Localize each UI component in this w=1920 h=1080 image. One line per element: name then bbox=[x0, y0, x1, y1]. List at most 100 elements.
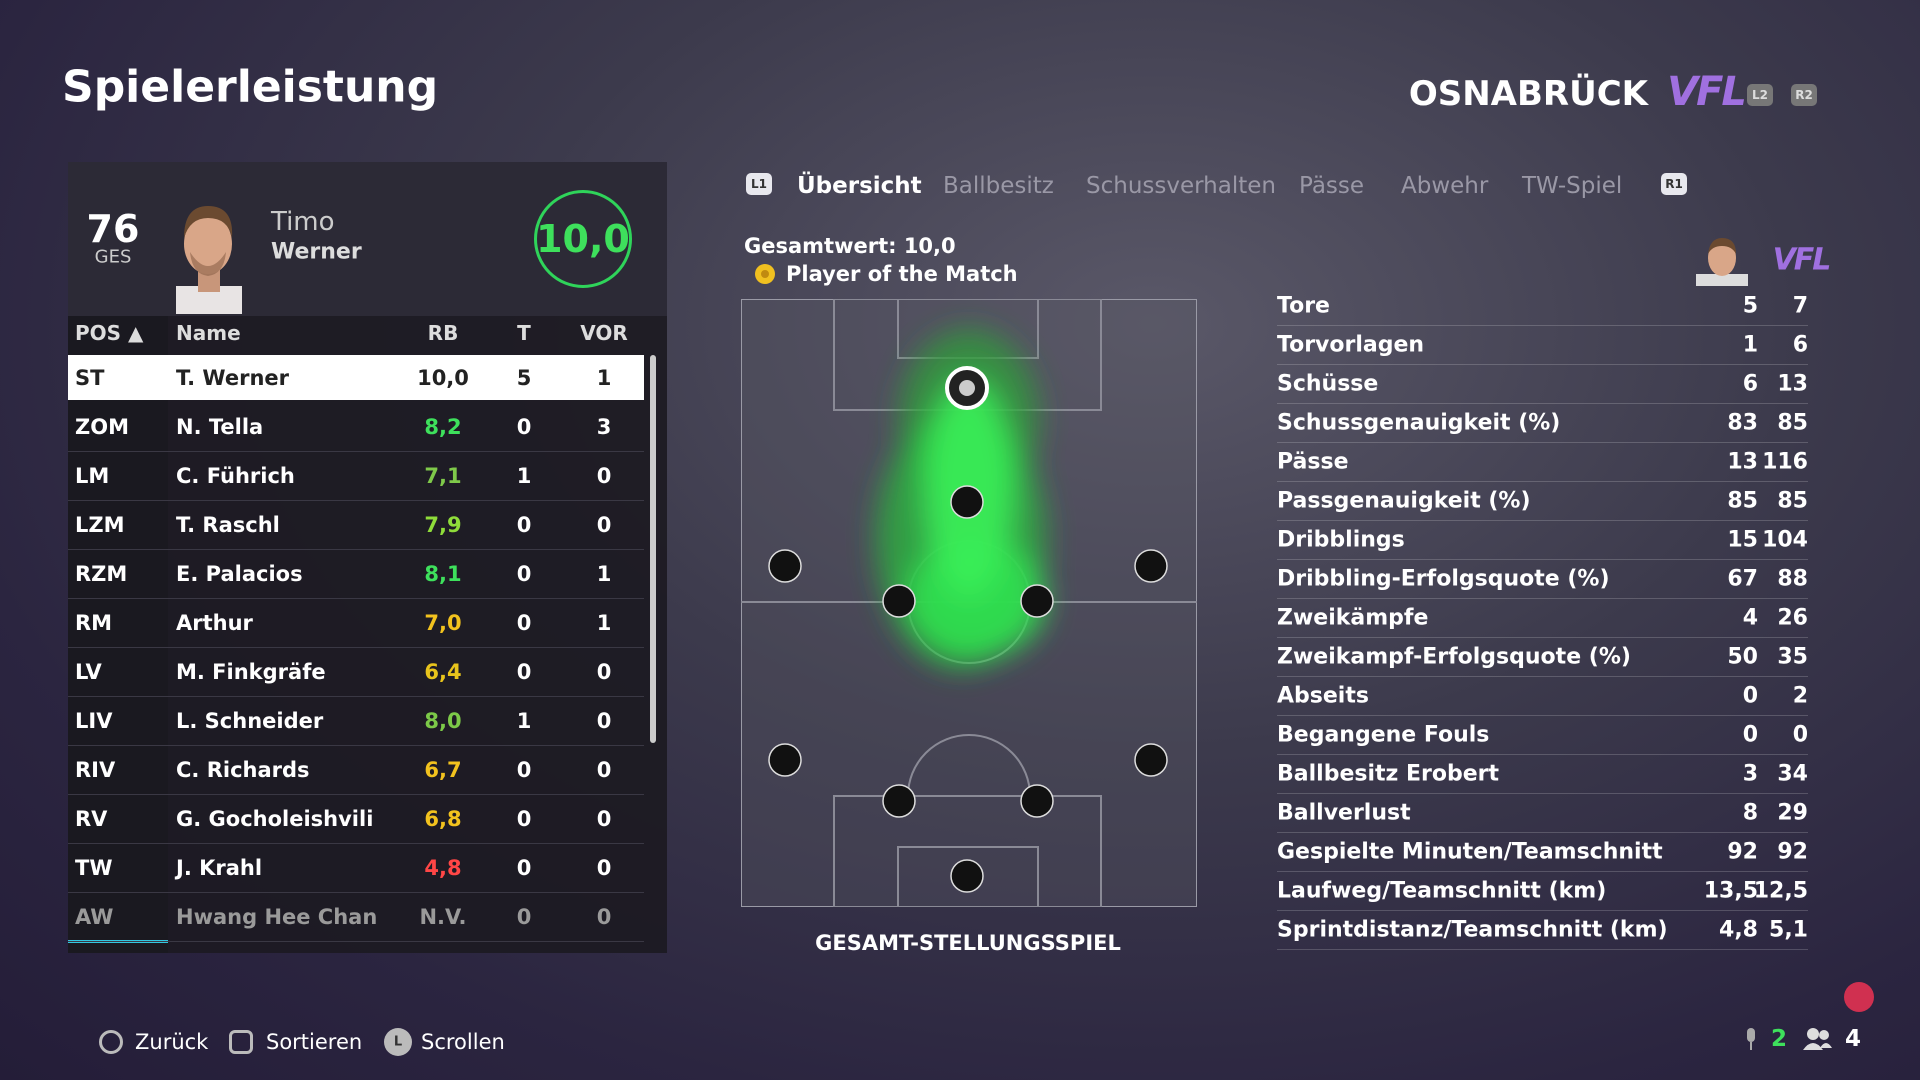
r2-button[interactable]: R2 bbox=[1791, 84, 1817, 106]
stat-divider bbox=[1277, 520, 1808, 521]
row-rb: 6,7 bbox=[424, 758, 462, 782]
row-vor: 0 bbox=[596, 709, 612, 733]
stat-team: 29 bbox=[1777, 800, 1808, 826]
l2-button[interactable]: L2 bbox=[1747, 84, 1773, 106]
people-count: 4 bbox=[1844, 1026, 1862, 1052]
col-vor-header: VOR bbox=[580, 321, 628, 345]
row-name[interactable]: E. Palacios bbox=[176, 562, 303, 586]
stat-label: Schüsse bbox=[1277, 371, 1379, 397]
back-button[interactable]: Zurück bbox=[135, 1030, 209, 1054]
stat-divider bbox=[1277, 949, 1808, 950]
team-logo: VFL bbox=[1667, 69, 1747, 115]
row-name[interactable]: M. Finkgräfe bbox=[176, 660, 326, 684]
stat-label: Ballbesitz Erobert bbox=[1277, 761, 1500, 787]
col-pos-header[interactable]: POS ▲ bbox=[75, 321, 144, 345]
tab[interactable]: TW-Spiel bbox=[1522, 173, 1623, 199]
pitch bbox=[741, 299, 1197, 907]
row-pos: RV bbox=[75, 807, 108, 831]
stat-divider bbox=[1277, 793, 1808, 794]
stat-team: 6 bbox=[1792, 332, 1808, 358]
stat-divider bbox=[1277, 910, 1808, 911]
stat-player: 13 bbox=[1727, 449, 1758, 475]
row-name[interactable]: T. Werner bbox=[176, 366, 289, 390]
row-t: 0 bbox=[516, 611, 532, 635]
row-t: 0 bbox=[516, 856, 532, 880]
row-name[interactable]: C. Richards bbox=[176, 758, 310, 782]
row-divider bbox=[68, 745, 644, 746]
row-vor: 0 bbox=[596, 758, 612, 782]
stat-label: Laufweg/Teamschnitt (km) bbox=[1277, 878, 1607, 904]
stat-label: Pässe bbox=[1277, 449, 1349, 475]
stat-divider bbox=[1277, 403, 1808, 404]
team-name: OSNABRÜCK bbox=[1408, 74, 1648, 114]
stick-icon bbox=[384, 1028, 412, 1056]
stat-team: 88 bbox=[1777, 566, 1808, 592]
stat-team: 0 bbox=[1792, 722, 1808, 748]
r1-button[interactable]: R1 bbox=[1661, 173, 1687, 195]
row-vor: 3 bbox=[596, 415, 612, 439]
tab[interactable]: Pässe bbox=[1299, 173, 1365, 199]
row-pos: ZOM bbox=[75, 415, 129, 439]
first-name: Timo bbox=[271, 207, 335, 237]
pitch-caption: GESAMT-STELLUNGSSPIEL bbox=[815, 931, 1121, 955]
row-name[interactable]: Arthur bbox=[176, 611, 253, 635]
score-ring bbox=[534, 190, 632, 288]
row-name[interactable]: Hwang Hee Chan bbox=[176, 905, 378, 929]
stat-player: 1 bbox=[1742, 332, 1758, 358]
l1-button[interactable]: L1 bbox=[746, 173, 772, 195]
row-divider bbox=[68, 451, 644, 452]
stat-divider bbox=[1277, 559, 1808, 560]
row-rb: 10,0 bbox=[417, 366, 469, 390]
row-vor: 0 bbox=[596, 660, 612, 684]
stat-divider bbox=[1277, 481, 1808, 482]
row-rb: 8,1 bbox=[424, 562, 462, 586]
stat-player: 13,5 bbox=[1703, 878, 1758, 904]
player-rating: 76 bbox=[86, 207, 140, 251]
row-pos: AW bbox=[75, 905, 114, 929]
stat-divider bbox=[1277, 676, 1808, 677]
row-name[interactable]: C. Führich bbox=[176, 464, 295, 488]
row-rb: 8,2 bbox=[424, 415, 462, 439]
stat-divider bbox=[1277, 325, 1808, 326]
stat-player: 0 bbox=[1742, 683, 1758, 709]
row-name[interactable]: T. Raschl bbox=[176, 513, 280, 537]
row-name[interactable]: N. Tella bbox=[176, 415, 264, 439]
row-rb: 8,0 bbox=[424, 709, 462, 733]
scrollbar[interactable] bbox=[650, 355, 656, 743]
tab[interactable]: Abwehr bbox=[1401, 173, 1489, 199]
tab[interactable]: Schussverhalten bbox=[1086, 173, 1276, 199]
stat-label: Dribblings bbox=[1277, 527, 1405, 553]
match-score: 10,0 bbox=[536, 217, 630, 261]
scroll-button[interactable]: Scrollen bbox=[421, 1030, 505, 1054]
stat-team: 26 bbox=[1777, 605, 1808, 631]
row-name[interactable]: G. Gocholeishvili bbox=[176, 807, 374, 831]
stat-team: 35 bbox=[1777, 644, 1808, 670]
row-vor: 0 bbox=[596, 513, 612, 537]
stat-divider bbox=[1277, 715, 1808, 716]
tab[interactable]: Ballbesitz bbox=[943, 173, 1054, 199]
row-rb: 7,0 bbox=[424, 611, 462, 635]
row-name[interactable]: J. Krahl bbox=[176, 856, 263, 880]
col-name-header: Name bbox=[176, 321, 241, 345]
row-divider bbox=[68, 941, 644, 942]
row-name[interactable]: L. Schneider bbox=[176, 709, 324, 733]
row-t: 0 bbox=[516, 660, 532, 684]
stat-player: 4 bbox=[1742, 605, 1758, 631]
row-divider bbox=[68, 500, 644, 501]
mic-icon bbox=[1747, 1028, 1755, 1050]
people-icon bbox=[1803, 1028, 1832, 1050]
stat-label: Tore bbox=[1277, 293, 1330, 319]
stat-label: Passgenauigkeit (%) bbox=[1277, 488, 1531, 514]
mic-count: 2 bbox=[1770, 1026, 1788, 1052]
col-rb-header: RB bbox=[427, 321, 459, 345]
stat-team: 13 bbox=[1777, 371, 1808, 397]
stat-player: 85 bbox=[1727, 488, 1758, 514]
stat-divider bbox=[1277, 442, 1808, 443]
stat-player: 3 bbox=[1742, 761, 1758, 787]
stat-divider bbox=[1277, 598, 1808, 599]
stat-label: Zweikampf-Erfolgsquote (%) bbox=[1277, 644, 1631, 670]
tab[interactable]: Übersicht bbox=[797, 173, 922, 199]
sort-button[interactable]: Sortieren bbox=[266, 1030, 363, 1054]
stat-label: Begangene Fouls bbox=[1277, 722, 1490, 748]
row-divider bbox=[68, 892, 644, 893]
